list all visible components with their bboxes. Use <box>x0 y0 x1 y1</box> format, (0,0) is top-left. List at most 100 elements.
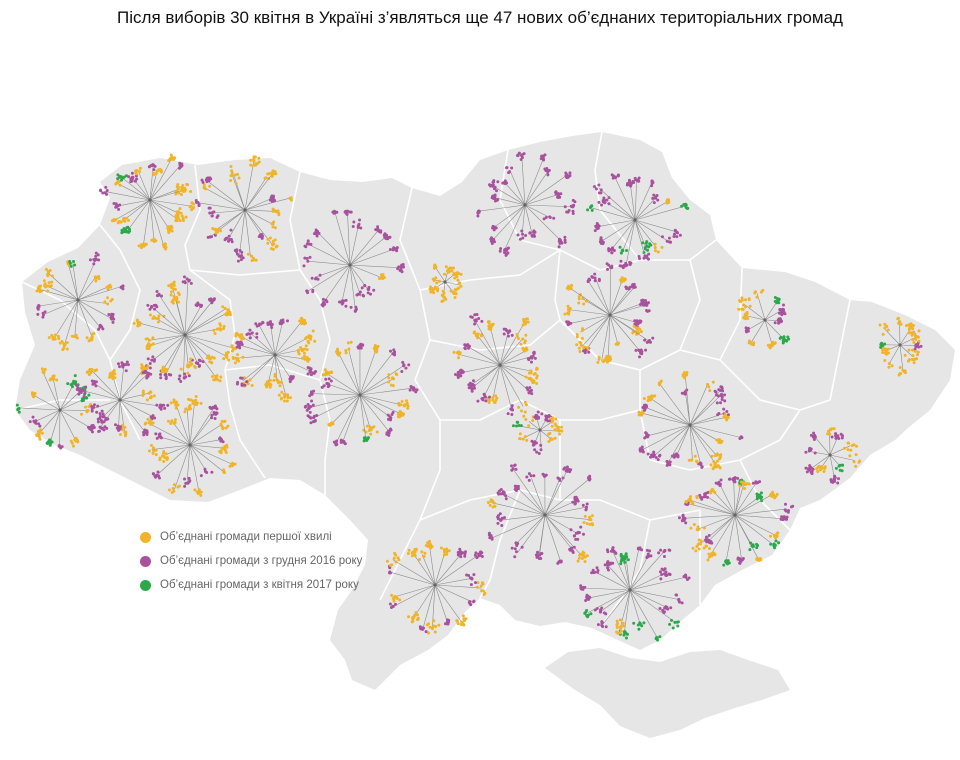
community-dot <box>714 481 718 485</box>
community-dot <box>709 552 713 556</box>
community-dot <box>178 374 182 378</box>
community-dot <box>233 173 237 177</box>
community-dot <box>590 571 594 575</box>
community-dot <box>153 416 157 420</box>
community-dot <box>130 176 134 180</box>
community-dot <box>532 350 536 354</box>
community-dot <box>444 265 448 269</box>
community-dot <box>487 320 491 324</box>
community-dot <box>186 397 190 401</box>
community-dot <box>412 388 416 392</box>
community-dot <box>643 338 647 342</box>
cluster-spoke <box>307 243 351 266</box>
community-dot <box>38 424 42 428</box>
cluster-spoke <box>504 182 526 206</box>
community-dot <box>732 477 736 481</box>
community-dot <box>907 331 911 335</box>
community-dot <box>407 548 411 552</box>
cluster-spoke <box>620 589 631 628</box>
community-dot <box>778 308 782 312</box>
community-dot <box>688 497 692 501</box>
community-dot <box>510 413 514 417</box>
community-dot <box>329 379 333 383</box>
community-dot <box>372 288 376 292</box>
community-dot <box>363 436 367 440</box>
cluster-spoke <box>899 328 911 346</box>
community-dot <box>855 444 859 448</box>
community-dot <box>349 340 353 344</box>
community-dot <box>432 279 436 283</box>
community-dot <box>270 325 274 329</box>
cluster-spoke <box>118 399 121 427</box>
cluster-spoke <box>142 199 151 246</box>
community-dot <box>210 214 214 218</box>
cluster-spoke <box>242 354 276 382</box>
community-dot <box>881 351 885 355</box>
cluster-spoke <box>491 204 526 242</box>
community-dot <box>434 265 438 269</box>
community-dot <box>92 405 96 409</box>
community-dot <box>526 320 530 324</box>
cluster-spoke <box>539 429 551 440</box>
community-dot <box>775 297 779 301</box>
cluster-spoke <box>499 339 522 366</box>
community-dot <box>514 467 518 471</box>
cluster-spoke <box>126 199 151 232</box>
community-dot <box>188 479 192 483</box>
cluster <box>677 476 795 567</box>
community-dot <box>382 276 386 280</box>
community-dot <box>683 517 687 521</box>
community-dot <box>452 266 456 270</box>
community-dot <box>524 333 528 337</box>
community-dot <box>503 248 507 252</box>
community-dot <box>89 402 93 406</box>
community-dot <box>491 184 495 188</box>
community-dot <box>93 369 97 373</box>
community-dot <box>480 397 484 401</box>
community-dot <box>506 331 510 335</box>
community-dot <box>376 228 380 232</box>
community-dot <box>571 500 575 504</box>
community-dot <box>709 463 713 467</box>
community-dot <box>520 229 524 233</box>
cluster <box>586 173 690 270</box>
community-dot <box>269 320 273 324</box>
community-dot <box>306 259 310 263</box>
community-dot <box>587 478 591 482</box>
cluster-spoke <box>119 399 161 407</box>
community-dot <box>120 361 124 365</box>
community-dot <box>147 338 151 342</box>
cluster-spoke <box>607 564 631 591</box>
community-dot <box>623 277 627 281</box>
community-dot <box>390 563 394 567</box>
community-dot <box>309 373 313 377</box>
community-dot <box>397 558 401 562</box>
cluster-spoke <box>91 399 121 410</box>
community-dot <box>212 356 216 360</box>
community-dot <box>524 417 528 421</box>
community-dot <box>544 414 548 418</box>
cluster-spoke <box>337 352 361 396</box>
cluster-spoke <box>609 314 638 323</box>
community-dot <box>779 335 783 339</box>
community-dot <box>390 593 394 597</box>
community-dot <box>526 388 530 392</box>
community-dot <box>445 552 449 556</box>
community-dot <box>650 184 654 188</box>
community-dot <box>917 329 921 333</box>
cluster-spoke <box>482 364 501 399</box>
cluster-spoke <box>609 267 611 316</box>
community-dot <box>640 624 644 628</box>
community-dot <box>173 418 177 422</box>
community-dot <box>515 544 519 548</box>
community-dot <box>235 331 239 335</box>
community-dot <box>389 383 393 387</box>
community-dot <box>602 196 606 200</box>
community-dot <box>233 462 237 466</box>
cluster-spoke <box>349 264 383 279</box>
community-dot <box>616 631 620 635</box>
community-dot <box>595 566 599 570</box>
community-dot <box>364 430 368 434</box>
community-dot <box>637 627 641 631</box>
community-dot <box>643 254 647 258</box>
